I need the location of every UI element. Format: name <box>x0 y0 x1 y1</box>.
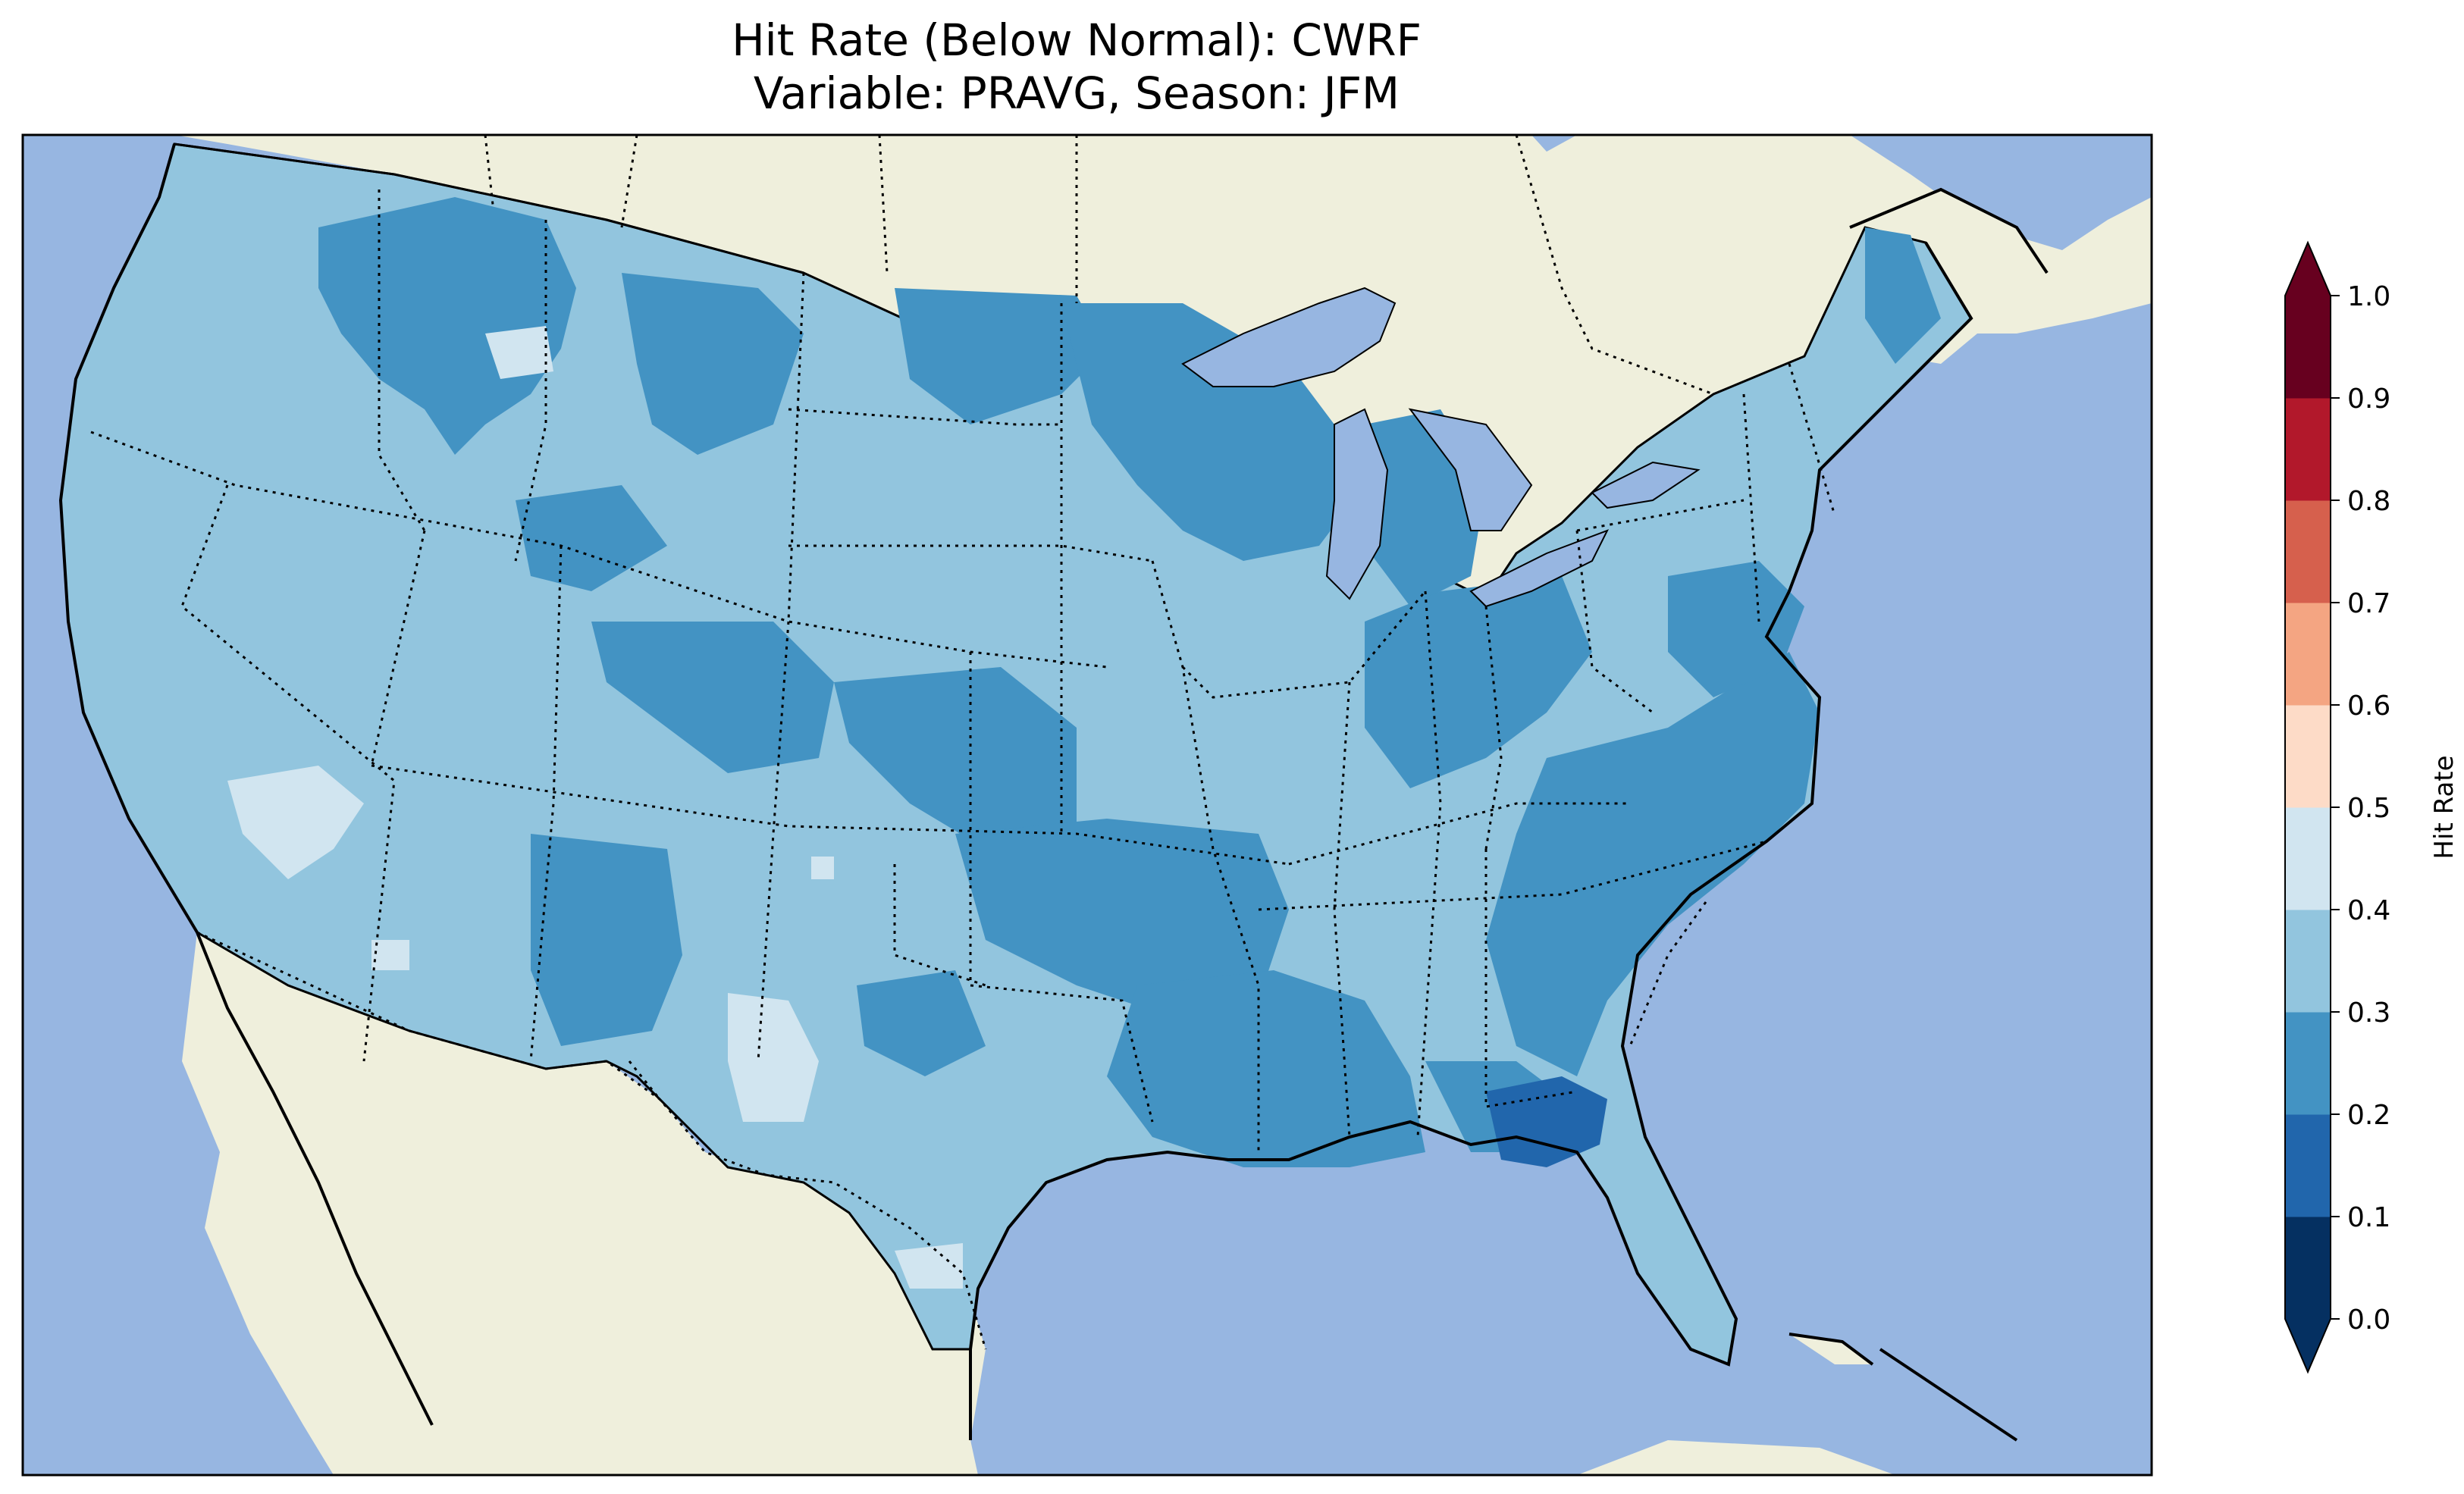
us-canada-border <box>174 143 804 274</box>
map-title-line-1: Hit Rate (Below Normal): CWRF <box>732 14 1422 66</box>
colorbar-tick-label: 0.3 <box>2347 998 2390 1029</box>
colorbar-bin <box>2285 1114 2331 1217</box>
lake-ontario <box>1591 461 1701 509</box>
colorbar-bin <box>2285 1217 2331 1320</box>
lake-huron <box>1408 408 1533 531</box>
great-lakes <box>1181 287 1701 608</box>
colorbar-tick-label: 1.0 <box>2347 281 2390 312</box>
region-southeast-coast <box>1486 652 1820 1076</box>
region-dakotas <box>895 288 1107 424</box>
colorbar-tick-label: 0.8 <box>2347 486 2390 517</box>
colorbar-tick-label: 0.4 <box>2347 895 2390 926</box>
region-maine <box>1865 227 1941 364</box>
lake-michigan <box>1325 408 1389 600</box>
colorbar-bin <box>2285 500 2331 603</box>
high-hit-rate-regions <box>227 326 963 1289</box>
colorbar-bin <box>2285 296 2331 399</box>
colorbar-label: Hit Rate <box>2429 755 2459 859</box>
state-borders <box>90 189 1836 1152</box>
region-northern-rockies <box>318 197 576 455</box>
colorbar-tick-label: 0.5 <box>2347 793 2390 824</box>
low-hit-rate-regions <box>318 197 1941 1167</box>
colorbar-tick-label: 0.2 <box>2347 1100 2390 1131</box>
region-wyoming <box>516 485 667 591</box>
region-west-texas-patch <box>728 993 819 1122</box>
region-indiana-ohio <box>1365 576 1592 788</box>
region-new-mexico <box>531 834 682 1046</box>
colorbar-tick-label: 0.7 <box>2347 588 2390 619</box>
colorbar-extend-over <box>2285 243 2331 296</box>
region-colorado <box>591 622 834 773</box>
colorbar-tick-label: 0.1 <box>2347 1202 2390 1233</box>
region-nevada-patch <box>227 766 364 879</box>
colorbar-bin <box>2285 910 2331 1013</box>
colorbar-tick-label: 0.6 <box>2347 691 2390 722</box>
canada-province-borders <box>484 135 1714 396</box>
region-florida-panhandle <box>1486 1076 1607 1167</box>
colorbar-bin <box>2285 705 2331 808</box>
coastlines <box>58 143 2049 1442</box>
colorbar-bin <box>2285 807 2331 910</box>
region-nm-patch <box>811 857 834 879</box>
region-gulf-states <box>1107 970 1425 1167</box>
lake-superior <box>1181 287 1397 387</box>
colorbar-outline <box>2284 240 2331 1374</box>
region-mid-atlantic <box>1668 561 1804 697</box>
colorbar-bin <box>2285 398 2331 501</box>
colorbar-extend-under <box>2285 1319 2331 1372</box>
map-frame <box>21 133 2153 1477</box>
cuba-land <box>1789 1334 1873 1364</box>
map-title-line-2: Variable: PRAVG, Season: JFM <box>753 67 1400 119</box>
region-idaho-patch <box>485 326 553 379</box>
baja-land <box>197 932 432 1440</box>
region-arizona-patch <box>371 940 409 970</box>
colorbar-bin <box>2285 1012 2331 1115</box>
region-south-texas-patch <box>895 1243 963 1289</box>
region-kansas-missouri <box>834 667 1077 849</box>
colorbar-bin <box>2285 603 2331 706</box>
region-montana-east <box>622 273 804 455</box>
yucatan-land <box>1577 1440 1895 1475</box>
region-texas-panhandle <box>857 970 986 1076</box>
colorbar-tick-label: 0.0 <box>2347 1305 2390 1336</box>
colorbar-tick-label: 0.9 <box>2347 384 2390 415</box>
region-oklahoma-arkansas <box>955 819 1289 1016</box>
